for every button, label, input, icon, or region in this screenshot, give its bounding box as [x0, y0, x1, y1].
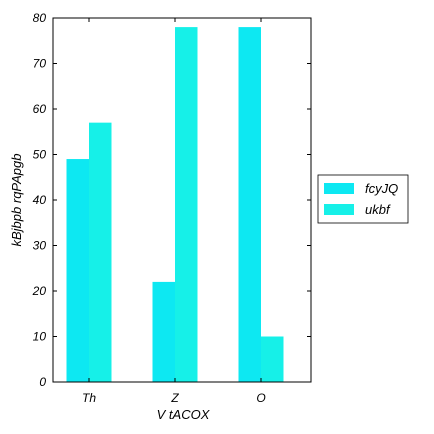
- bar-fcyJQ-O: [238, 27, 261, 382]
- x-tick-label-O: O: [256, 391, 265, 405]
- bars-layer: [66, 27, 284, 383]
- legend-label-fcyJQ: fcyJQ: [365, 181, 398, 196]
- y-tick-label-50: 50: [33, 148, 47, 162]
- bar-ukbf-O: [261, 336, 284, 382]
- legend-swatch-fcyJQ: [324, 183, 354, 194]
- x-axis-label: V tACOX: [157, 407, 211, 422]
- legend: fcyJQ ukbf: [317, 174, 409, 224]
- y-tick-label-80: 80: [33, 11, 47, 25]
- plot-frame: [52, 17, 312, 383]
- x-tick-label-Z: Z: [170, 391, 179, 405]
- bar-fcyJQ-Z: [152, 281, 175, 382]
- bar-ukbf-Th: [89, 122, 112, 383]
- y-tick-label-10: 10: [33, 330, 47, 344]
- y-tick-label-30: 30: [33, 239, 47, 253]
- y-tick-label-40: 40: [33, 193, 47, 207]
- legend-swatch-ukbf: [324, 204, 354, 215]
- bar-fcyJQ-Th: [66, 159, 89, 382]
- y-axis-label: kBjbpb rqPApgb: [9, 154, 24, 247]
- y-tick-label-0: 0: [39, 375, 46, 389]
- y-tick-label-20: 20: [32, 284, 47, 298]
- y-tick-label-60: 60: [33, 102, 47, 116]
- y-tick-label-70: 70: [33, 57, 47, 71]
- legend-label-ukbf: ukbf: [365, 202, 391, 217]
- ticks-layer: 0 10 20 30 40 50 60 70 80 Th Z O: [32, 11, 311, 405]
- x-tick-label-Th: Th: [82, 391, 96, 405]
- bar-ukbf-Z: [175, 27, 198, 382]
